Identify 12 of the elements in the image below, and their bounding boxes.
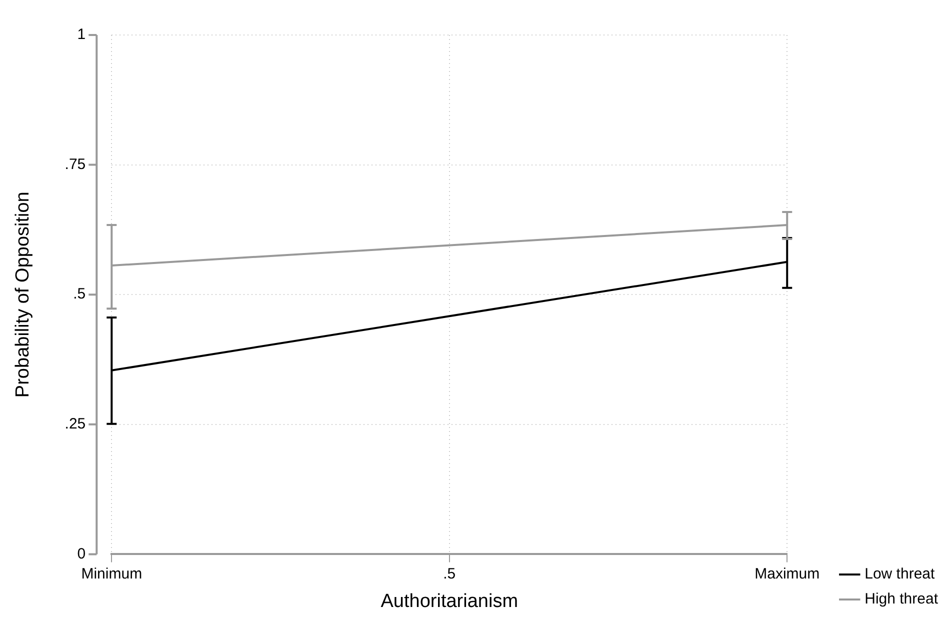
x-tick-label: Maximum (754, 565, 820, 582)
x-tick-label: Minimum (81, 565, 142, 582)
legend-label: Low threat (864, 566, 936, 583)
y-tick-label: 1 (77, 26, 86, 44)
x-axis-title: Authoritarianism (380, 590, 518, 612)
y-tick-label: 0 (77, 545, 86, 562)
x-tick-label: .5 (443, 565, 456, 582)
y-tick-label: .75 (64, 156, 86, 173)
y-tick-label: .25 (64, 416, 86, 433)
y-axis-title: Probability of Opposition (12, 192, 34, 398)
legend-label: High threat (864, 590, 939, 608)
y-tick-label: .5 (73, 286, 86, 303)
